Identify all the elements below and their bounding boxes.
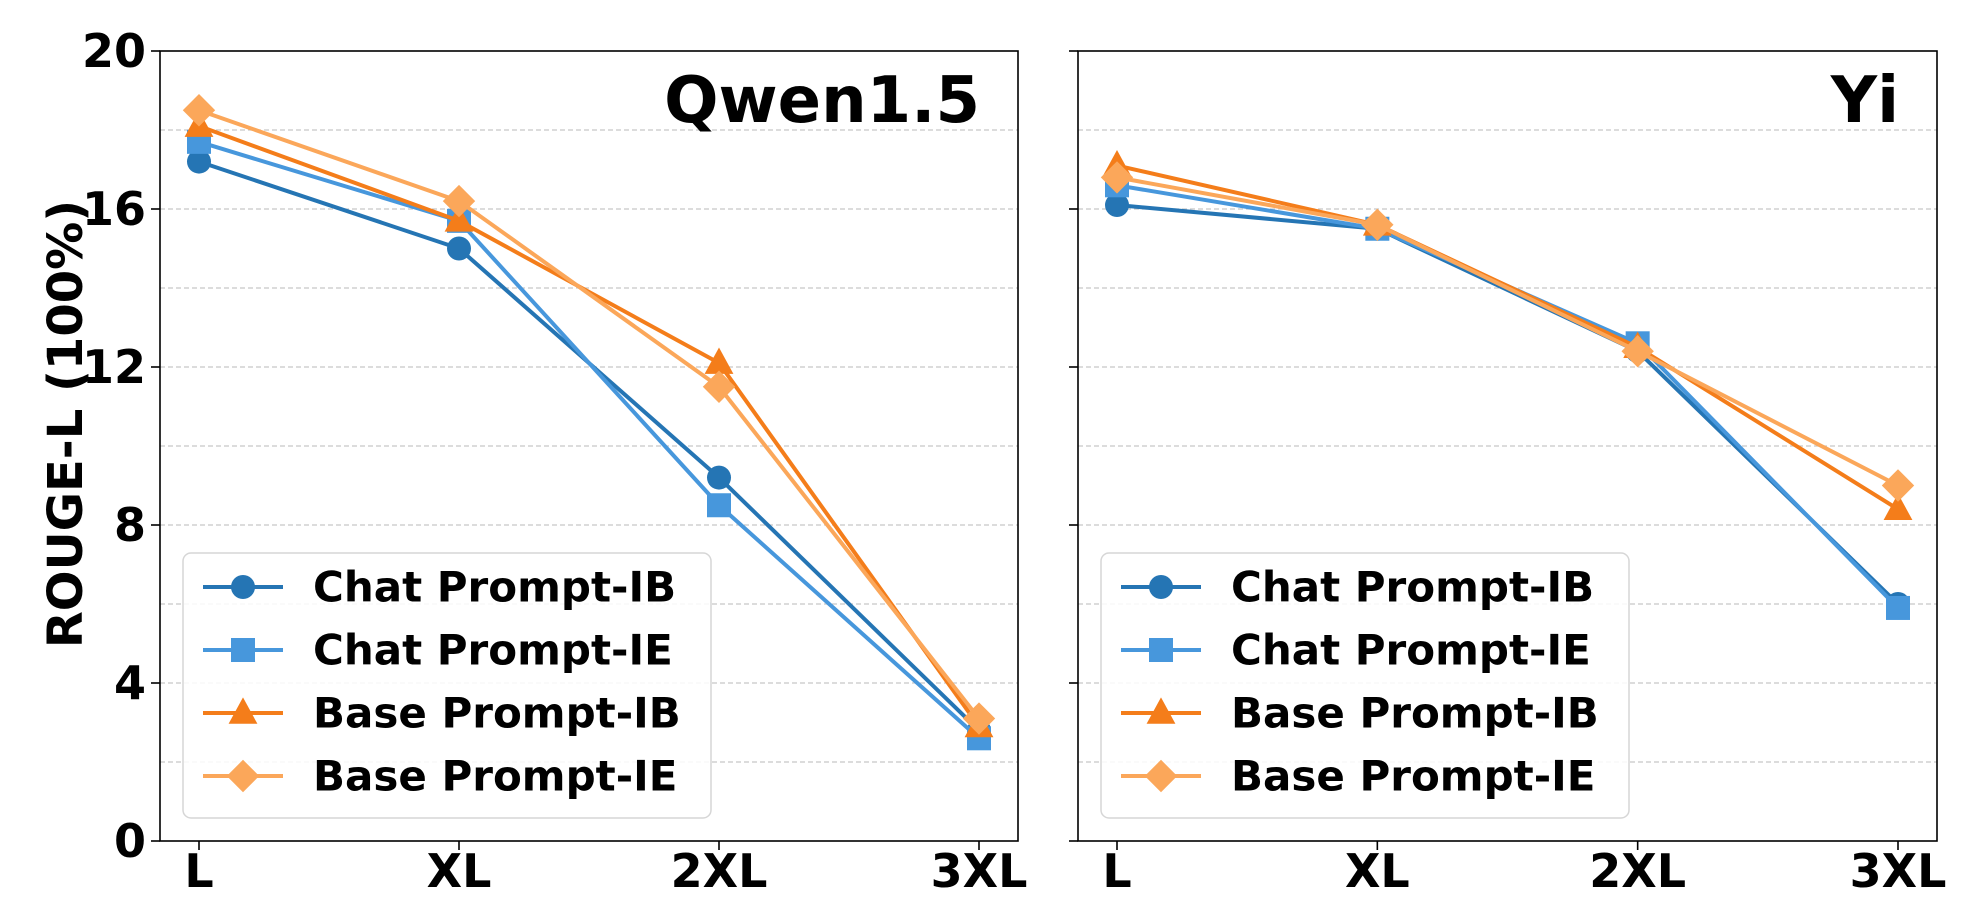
y-tick-label: 16 xyxy=(82,182,146,236)
data-point xyxy=(182,94,216,127)
legend-entry: Base Prompt-IE xyxy=(1231,752,1595,801)
y-tick-label: 4 xyxy=(114,656,146,710)
x-tick-label: 3XL xyxy=(931,844,1028,898)
axes-frame xyxy=(159,50,1019,842)
legend-box xyxy=(182,552,712,819)
x-tick-label: XL xyxy=(1345,844,1410,898)
legend: Chat Prompt-IB Chat Prompt-IE Base Prompt-… xyxy=(1100,552,1630,819)
data-point xyxy=(442,184,476,218)
y-tick-label: 0 xyxy=(114,814,146,868)
data-point xyxy=(447,236,471,261)
y-tick-label: 20 xyxy=(82,24,146,78)
legend-entry: Chat Prompt-IB xyxy=(1231,563,1594,612)
data-point xyxy=(1621,335,1654,368)
x-tick-label: L xyxy=(184,844,213,898)
data-point xyxy=(444,205,474,232)
data-point xyxy=(1881,469,1915,502)
legend-entry: Base Prompt-IB xyxy=(313,689,681,738)
panel-title: Yi xyxy=(1830,64,1899,138)
data-point xyxy=(1361,208,1394,241)
panel-title: Qwen1.5 xyxy=(664,64,980,138)
x-tick-label: 3XL xyxy=(1850,844,1947,898)
legend-entry: Base Prompt-IB xyxy=(1231,689,1599,738)
data-point xyxy=(707,493,731,518)
legend-entry: Chat Prompt-IB xyxy=(313,563,676,612)
data-point xyxy=(1100,161,1134,194)
axes-frame xyxy=(1077,50,1938,842)
data-point xyxy=(702,370,736,403)
legend-entry: Base Prompt-IE xyxy=(313,752,677,801)
series-line-4 xyxy=(1116,175,1899,488)
legend-marker xyxy=(1146,697,1176,724)
legend: Chat Prompt-IB Chat Prompt-IE Base Prompt-… xyxy=(182,552,712,819)
series-line-1 xyxy=(1116,203,1900,606)
y-tick-label: 8 xyxy=(114,498,146,552)
data-point xyxy=(962,702,996,735)
y-tick-label: 12 xyxy=(82,340,146,394)
legend-entry: Chat Prompt-IE xyxy=(1231,626,1591,675)
panel-yi: L XL 2XL 3XL Yi Chat Prompt-IB Chat Prompt-IE B… xyxy=(1069,50,1947,898)
data-point xyxy=(707,465,731,490)
series-line-2 xyxy=(1116,183,1900,610)
legend-marker xyxy=(1149,638,1173,662)
x-tick-label: 2XL xyxy=(1589,844,1686,898)
legend-marker xyxy=(1149,575,1173,599)
x-tick-label: 2XL xyxy=(671,844,768,898)
legend-marker xyxy=(226,759,260,793)
legend-marker xyxy=(1144,759,1178,793)
x-tick-label: XL xyxy=(427,844,492,898)
data-point xyxy=(1886,595,1910,620)
series-line-4 xyxy=(198,108,981,720)
data-point xyxy=(1105,193,1129,218)
legend-box xyxy=(1100,552,1630,819)
legend-marker xyxy=(228,697,258,724)
y-axis-label: ROUGE-L (100%) xyxy=(38,200,94,648)
data-point xyxy=(704,347,734,374)
legend-marker xyxy=(231,638,255,662)
x-tick-label: L xyxy=(1102,844,1131,898)
legend-entry: Chat Prompt-IE xyxy=(313,626,673,675)
legend-marker xyxy=(231,575,255,599)
data-point xyxy=(187,149,211,174)
series-line-2 xyxy=(198,139,981,740)
data-point xyxy=(1883,493,1913,520)
